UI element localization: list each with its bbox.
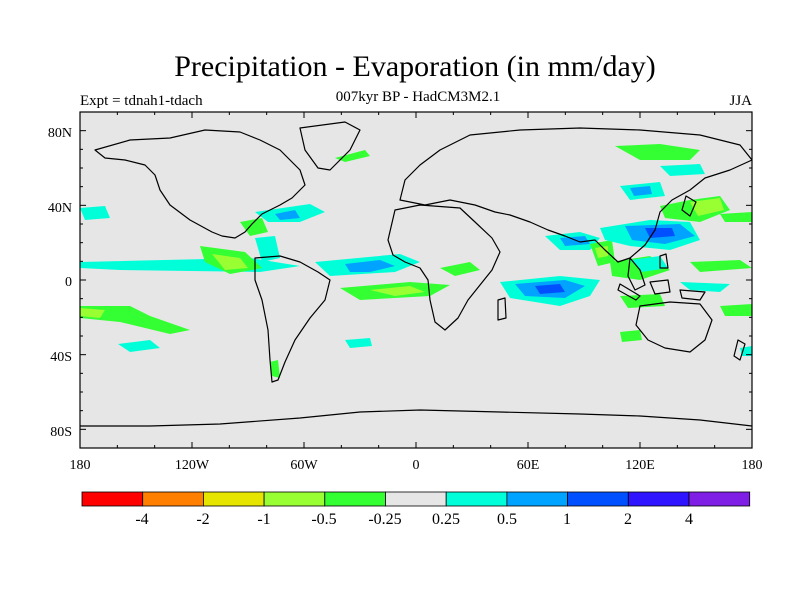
patch-cyan-siberia-north (660, 164, 705, 176)
coast-south-america (254, 255, 331, 383)
x-tick-label: 180 (742, 458, 763, 473)
patch-green-africa (440, 262, 480, 276)
x-tick-label: 180 (70, 458, 91, 473)
x-tick-label: 60E (517, 458, 540, 473)
coast-indochina (627, 257, 646, 291)
colorbar-label: -0.5 (311, 511, 336, 528)
plot-title: Precipitation - Evaporation (in mm/day) (174, 50, 656, 83)
patch-green-east-pac (720, 212, 752, 222)
y-tick-label: 0 (65, 275, 72, 290)
map-background (80, 112, 752, 448)
colorbar-box (263, 491, 326, 507)
coast-new-guinea (679, 289, 706, 301)
patch-green-spac-west (720, 304, 752, 316)
coast-north-america (94, 129, 306, 239)
colorbar-box (506, 491, 568, 507)
patch-cyan-caribbean (255, 236, 280, 262)
patch-green-siberia (615, 144, 700, 160)
y-axis: 80N 40N 0 40S 80S (48, 126, 72, 440)
colorbar-label: 0.25 (432, 511, 460, 528)
x-tick-label: 0 (413, 458, 420, 473)
plot-subtitle: 007kyr BP - HadCM3M2.1 (335, 89, 501, 105)
coast-africa (387, 204, 501, 331)
patch-lightblue-arabian (560, 236, 590, 246)
patch-green-gulf (240, 218, 268, 236)
coast-eurasia (399, 127, 752, 263)
colorbar-box (202, 491, 265, 507)
experiment-label: Expt = tdnah1-tdach (80, 93, 203, 109)
coast-japan (681, 195, 697, 217)
patch-blue-natl (275, 210, 300, 220)
patch-blue-easia (645, 228, 675, 238)
colorbar-label: -0.25 (368, 511, 401, 528)
patch-cyan-seasia (630, 256, 668, 272)
coast-new-zealand (733, 339, 746, 361)
x-axis: 180 120W 60W 0 60E 120E 180 (70, 458, 763, 473)
colorbar-label: -4 (135, 511, 148, 528)
patch-blue-indian (535, 284, 565, 294)
y-tick-label: 40S (50, 350, 72, 365)
x-tick-label: 60W (290, 458, 318, 473)
colorbar-box (385, 491, 447, 507)
patch-cyan-spac (118, 340, 160, 352)
coast-philippines (659, 253, 669, 269)
colorbar-box (445, 491, 508, 507)
patch-cyan-npac-east (80, 206, 110, 220)
colorbar-box (688, 491, 751, 507)
coast-sumatra (617, 283, 641, 301)
y-tick-label: 40N (48, 201, 72, 216)
colorbar-box (81, 491, 144, 507)
patch-lightgreen-centam (212, 254, 248, 270)
colorbar-label: -2 (196, 511, 209, 528)
coast-antarctica (80, 409, 752, 427)
y-tick-label: 80N (48, 126, 72, 141)
patch-green-australia (620, 330, 642, 342)
patch-green-spac (80, 306, 190, 334)
patch-lightgreen-wpac (690, 198, 724, 216)
colorbar-label: 4 (685, 511, 693, 528)
colorbar-box (567, 491, 629, 507)
coast-madagascar (497, 297, 507, 321)
colorbar (81, 491, 751, 507)
patch-lightgreen-atlantic (370, 286, 425, 296)
y-tick-label: 80S (50, 425, 72, 440)
colorbar-box (324, 491, 386, 507)
colorbar-label: -1 (257, 511, 270, 528)
x-tick-label: 120E (625, 458, 655, 473)
patch-green-chile (270, 360, 280, 378)
coast-greenland (299, 121, 361, 171)
colorbar-box (142, 491, 204, 507)
patch-green-npac (690, 260, 752, 272)
patch-green-arctic (335, 150, 370, 162)
patch-blue-atlantic (345, 260, 395, 272)
colorbar-labels: -4 -2 -1 -0.5 -0.25 0.25 0.5 1 2 4 (135, 511, 693, 528)
season-label: JJA (729, 93, 752, 109)
colorbar-label: 0.5 (497, 511, 517, 528)
x-tick-label: 120W (175, 458, 210, 473)
patch-lightgreen-spac (80, 308, 105, 318)
anomaly-patches (80, 144, 752, 378)
patch-cyan-npac-west (680, 282, 730, 292)
coast-australia (635, 301, 713, 353)
patch-cyan-satl (345, 338, 372, 348)
colorbar-label: 1 (563, 511, 571, 528)
coast-borneo (649, 279, 671, 295)
colorbar-label: 2 (624, 511, 632, 528)
coastlines (80, 121, 752, 427)
colorbar-box (627, 491, 690, 507)
patch-lightblue-siberia (630, 186, 652, 196)
axis-ticks (79, 111, 753, 449)
